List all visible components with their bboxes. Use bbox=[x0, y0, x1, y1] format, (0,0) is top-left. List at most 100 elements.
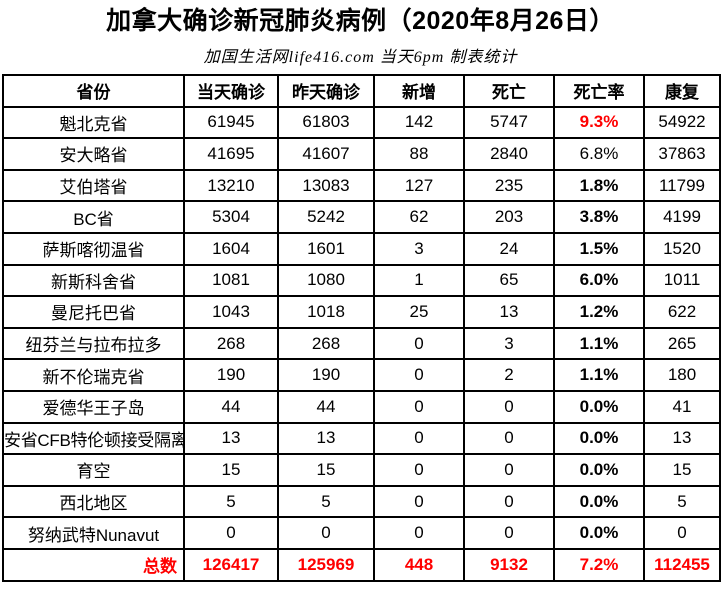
column-header: 新增 bbox=[373, 74, 465, 108]
table-row: 西北地区 5 5 0 0 0.0% 5 bbox=[2, 484, 721, 519]
table-row: 纽芬兰与拉布拉多 268 268 0 3 1.1% 265 bbox=[2, 326, 721, 361]
deaths-cell: 2840 bbox=[463, 137, 555, 171]
recovered-cell: 15 bbox=[643, 453, 721, 487]
column-header: 康复 bbox=[643, 74, 721, 108]
new-cases-cell: 448 bbox=[373, 547, 465, 582]
province-cell: 西北地区 bbox=[2, 484, 185, 519]
table-row: 魁北克省 61945 61803 142 5747 9.3% 54922 bbox=[2, 105, 721, 140]
today-confirmed-cell: 1043 bbox=[183, 295, 279, 329]
death-rate-cell: 9.3% bbox=[553, 105, 645, 140]
recovered-cell: 54922 bbox=[643, 105, 721, 140]
page-subtitle: 加国生活网life416.com 当天6pm 制表统计 bbox=[203, 49, 518, 66]
death-rate-cell: 6.0% bbox=[553, 263, 645, 298]
death-rate-cell: 0.0% bbox=[553, 484, 645, 519]
province-cell: 新不伦瑞克省 bbox=[2, 358, 185, 392]
table-row: 新不伦瑞克省 190 190 0 2 1.1% 180 bbox=[2, 358, 721, 392]
new-cases-cell: 0 bbox=[373, 326, 465, 361]
table-row: 曼尼托巴省 1043 1018 25 13 1.2% 622 bbox=[2, 295, 721, 329]
today-confirmed-cell: 190 bbox=[183, 358, 279, 392]
death-rate-cell: 0.0% bbox=[553, 516, 645, 550]
death-rate-cell: 1.8% bbox=[553, 168, 645, 203]
table-row: 新斯科舍省 1081 1080 1 65 6.0% 1011 bbox=[2, 263, 721, 298]
table-row: 安省CFB特伦顿接受隔离 13 13 0 0 0.0% 13 bbox=[2, 421, 721, 456]
deaths-cell: 9132 bbox=[463, 547, 555, 582]
today-confirmed-cell: 1604 bbox=[183, 231, 279, 266]
today-confirmed-cell: 13210 bbox=[183, 168, 279, 203]
yesterday-confirmed-cell: 5 bbox=[277, 484, 375, 519]
province-cell: 努纳武特Nunavut bbox=[2, 516, 185, 550]
table-row: BC省 5304 5242 62 203 3.8% 4199 bbox=[2, 200, 721, 234]
recovered-cell: 4199 bbox=[643, 200, 721, 234]
new-cases-cell: 62 bbox=[373, 200, 465, 234]
column-header: 省份 bbox=[2, 74, 185, 108]
table-body: 魁北克省 61945 61803 142 5747 9.3% 54922 安大略省 41695 4… bbox=[2, 105, 721, 582]
today-confirmed-cell: 15 bbox=[183, 453, 279, 487]
today-confirmed-cell: 61945 bbox=[183, 105, 279, 140]
death-rate-cell: 1.2% bbox=[553, 295, 645, 329]
death-rate-cell: 7.2% bbox=[553, 547, 645, 582]
deaths-cell: 13 bbox=[463, 295, 555, 329]
today-confirmed-cell: 268 bbox=[183, 326, 279, 361]
table-row: 艾伯塔省 13210 13083 127 235 1.8% 11799 bbox=[2, 168, 721, 203]
yesterday-confirmed-cell: 190 bbox=[277, 358, 375, 392]
deaths-cell: 0 bbox=[463, 484, 555, 519]
today-confirmed-cell: 126417 bbox=[183, 547, 279, 582]
new-cases-cell: 25 bbox=[373, 295, 465, 329]
deaths-cell: 0 bbox=[463, 516, 555, 550]
yesterday-confirmed-cell: 125969 bbox=[277, 547, 375, 582]
new-cases-cell: 0 bbox=[373, 358, 465, 392]
yesterday-confirmed-cell: 1601 bbox=[277, 231, 375, 266]
recovered-cell: 11799 bbox=[643, 168, 721, 203]
yesterday-confirmed-cell: 1018 bbox=[277, 295, 375, 329]
today-confirmed-cell: 41695 bbox=[183, 137, 279, 171]
deaths-cell: 2 bbox=[463, 358, 555, 392]
today-confirmed-cell: 5 bbox=[183, 484, 279, 519]
today-confirmed-cell: 5304 bbox=[183, 200, 279, 234]
table-row: 努纳武特Nunavut 0 0 0 0 0.0% 0 bbox=[2, 516, 721, 550]
deaths-cell: 65 bbox=[463, 263, 555, 298]
today-confirmed-cell: 1081 bbox=[183, 263, 279, 298]
province-cell: 安省CFB特伦顿接受隔离 bbox=[2, 421, 185, 456]
today-confirmed-cell: 0 bbox=[183, 516, 279, 550]
death-rate-cell: 1.1% bbox=[553, 358, 645, 392]
province-cell: BC省 bbox=[2, 200, 185, 234]
death-rate-cell: 0.0% bbox=[553, 421, 645, 456]
recovered-cell: 13 bbox=[643, 421, 721, 456]
recovered-cell: 265 bbox=[643, 326, 721, 361]
table-row: 安大略省 41695 41607 88 2840 6.8% 37863 bbox=[2, 137, 721, 171]
new-cases-cell: 0 bbox=[373, 421, 465, 456]
recovered-cell: 37863 bbox=[643, 137, 721, 171]
province-cell: 曼尼托巴省 bbox=[2, 295, 185, 329]
page-title: 加拿大确诊新冠肺炎病例（2020年8月26日） bbox=[106, 7, 615, 35]
column-header: 当天确诊 bbox=[183, 74, 279, 108]
yesterday-confirmed-cell: 15 bbox=[277, 453, 375, 487]
yesterday-confirmed-cell: 41607 bbox=[277, 137, 375, 171]
total-row: 总数 126417 125969 448 9132 7.2% 112455 bbox=[2, 547, 721, 582]
deaths-cell: 0 bbox=[463, 453, 555, 487]
province-cell: 安大略省 bbox=[2, 137, 185, 171]
new-cases-cell: 0 bbox=[373, 453, 465, 487]
province-cell: 新斯科舍省 bbox=[2, 263, 185, 298]
new-cases-cell: 0 bbox=[373, 516, 465, 550]
new-cases-cell: 1 bbox=[373, 263, 465, 298]
covid-report-page: 加拿大确诊新冠肺炎病例（2020年8月26日） 加国生活网life416.com… bbox=[0, 5, 721, 582]
table-row: 爱德华王子岛 44 44 0 0 0.0% 41 bbox=[2, 389, 721, 424]
column-header: 死亡率 bbox=[553, 74, 645, 108]
province-cell: 萨斯喀彻温省 bbox=[2, 231, 185, 266]
new-cases-cell: 127 bbox=[373, 168, 465, 203]
recovered-cell: 0 bbox=[643, 516, 721, 550]
death-rate-cell: 6.8% bbox=[553, 137, 645, 171]
recovered-cell: 622 bbox=[643, 295, 721, 329]
column-header: 死亡 bbox=[463, 74, 555, 108]
deaths-cell: 0 bbox=[463, 421, 555, 456]
recovered-cell: 41 bbox=[643, 389, 721, 424]
yesterday-confirmed-cell: 13 bbox=[277, 421, 375, 456]
new-cases-cell: 88 bbox=[373, 137, 465, 171]
province-cell: 魁北克省 bbox=[2, 105, 185, 140]
yesterday-confirmed-cell: 5242 bbox=[277, 200, 375, 234]
province-cell: 纽芬兰与拉布拉多 bbox=[2, 326, 185, 361]
new-cases-cell: 0 bbox=[373, 389, 465, 424]
covid-stats-table: 省份 当天确诊 昨天确诊 新增 死亡 死亡率 康复 魁北克省 61945 61803 142 574… bbox=[2, 74, 721, 582]
table-row: 萨斯喀彻温省 1604 1601 3 24 1.5% 1520 bbox=[2, 231, 721, 266]
deaths-cell: 3 bbox=[463, 326, 555, 361]
